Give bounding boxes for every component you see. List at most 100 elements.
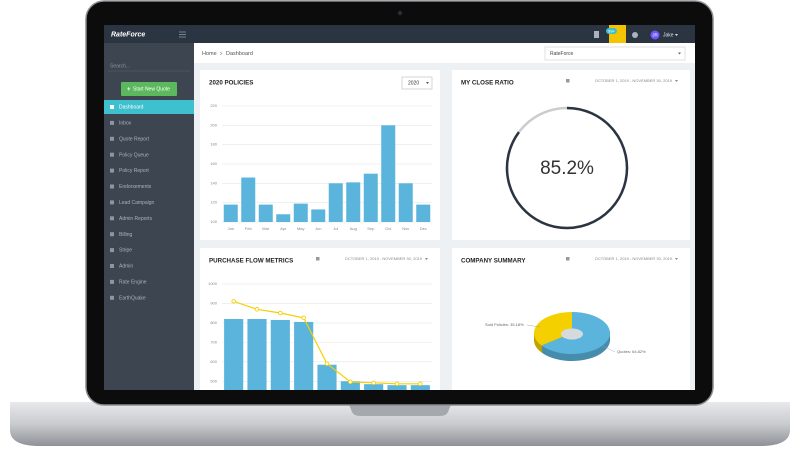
card-title: COMPANY SUMMARY bbox=[461, 258, 526, 265]
search-input[interactable]: Search... bbox=[110, 63, 130, 69]
menu-icon bbox=[110, 120, 114, 125]
bar bbox=[387, 385, 407, 390]
menu-icon bbox=[110, 248, 114, 253]
y-tick-label: 800 bbox=[210, 320, 217, 325]
brand: RateForce bbox=[111, 31, 145, 38]
card-title: MY CLOSE RATIO bbox=[461, 80, 514, 87]
bar bbox=[247, 319, 267, 390]
menu-item[interactable]: EarthQuake bbox=[119, 295, 146, 301]
avatar[interactable] bbox=[650, 30, 660, 40]
breadcrumb-current: Dashboard bbox=[226, 51, 253, 57]
menu-icon bbox=[110, 216, 114, 221]
start-quote-button[interactable] bbox=[121, 82, 177, 96]
line-point bbox=[301, 315, 306, 321]
menu-icon bbox=[110, 232, 114, 237]
bar bbox=[293, 203, 308, 222]
bar bbox=[363, 173, 378, 222]
date-range: OCTOBER 1, 2019 - NOVEMBER 30, 2019 bbox=[345, 256, 423, 261]
card bbox=[452, 70, 690, 240]
menu-toggle[interactable] bbox=[179, 31, 186, 38]
menu-item[interactable]: Billing bbox=[119, 232, 133, 238]
agency-select[interactable] bbox=[544, 46, 686, 61]
menu-icon bbox=[110, 136, 114, 141]
year-caret bbox=[426, 82, 429, 84]
date-caret bbox=[425, 258, 428, 260]
badge-bg bbox=[606, 28, 617, 34]
line-point bbox=[231, 299, 236, 304]
x-tick-label: Oct bbox=[385, 226, 392, 231]
bar bbox=[224, 319, 244, 390]
y-tick-label: 1000 bbox=[208, 281, 218, 286]
menu-item[interactable]: Policy Queue bbox=[119, 152, 149, 158]
calendar-icon bbox=[316, 257, 320, 261]
line-point bbox=[278, 310, 283, 316]
pie-leader bbox=[526, 324, 541, 328]
x-tick-label: Jan bbox=[228, 226, 234, 231]
user-caret bbox=[675, 34, 678, 36]
x-tick-label: Nov bbox=[402, 226, 409, 231]
menu-item[interactable]: Admin bbox=[119, 264, 133, 270]
pie-leader bbox=[602, 345, 616, 353]
bar bbox=[223, 204, 238, 222]
camera bbox=[397, 10, 403, 16]
agency-select-label: RateForce bbox=[550, 51, 574, 57]
y-tick-label: 160 bbox=[210, 161, 217, 166]
y-tick-label: 200 bbox=[210, 122, 217, 127]
menu-icon bbox=[110, 184, 114, 189]
menu-icon bbox=[110, 279, 114, 284]
bar bbox=[317, 364, 337, 390]
line-point bbox=[254, 307, 260, 312]
avatar-initials: JR bbox=[652, 32, 658, 37]
ring-value: 85.2% bbox=[540, 158, 594, 179]
help-icon[interactable] bbox=[632, 32, 638, 38]
card-title: 2020 POLICIES bbox=[209, 80, 253, 87]
line-point bbox=[371, 380, 376, 386]
menu-item[interactable]: Inbox bbox=[119, 121, 132, 127]
menu-item[interactable]: Stripe bbox=[119, 248, 132, 254]
bar bbox=[276, 214, 291, 222]
line-point bbox=[418, 381, 423, 387]
bar bbox=[398, 183, 413, 222]
x-tick-label: Sep bbox=[367, 226, 375, 231]
menu-active-bg bbox=[104, 100, 194, 114]
bar bbox=[328, 183, 343, 222]
menu-item[interactable]: Policy Report bbox=[119, 168, 149, 174]
bar bbox=[258, 204, 273, 222]
menu-icon bbox=[110, 295, 114, 300]
bar bbox=[416, 204, 431, 222]
x-tick-label: Feb bbox=[245, 226, 253, 231]
x-tick-label: May bbox=[297, 226, 305, 231]
agency-caret bbox=[678, 52, 681, 55]
bar bbox=[241, 177, 256, 222]
pie-hole bbox=[561, 328, 583, 340]
date-range: OCTOBER 1, 2019 - NOVEMBER 30, 2019 bbox=[595, 78, 673, 83]
start-quote-label: Start New Quote bbox=[133, 87, 170, 93]
menu-icon bbox=[110, 200, 114, 205]
menu-item[interactable]: Rate Engine bbox=[119, 280, 147, 286]
user-name[interactable]: Jake bbox=[663, 32, 674, 38]
breadcrumb-chevron bbox=[219, 51, 223, 56]
x-tick-label: Dec bbox=[420, 226, 427, 231]
menu-icon bbox=[110, 168, 114, 173]
date-caret bbox=[675, 258, 678, 260]
x-tick-label: Aug bbox=[350, 226, 357, 231]
bar bbox=[364, 384, 384, 390]
menu-item[interactable]: Dashboard bbox=[119, 105, 144, 111]
bar bbox=[311, 209, 326, 222]
breadcrumb-home[interactable]: Home bbox=[202, 51, 217, 57]
calendar-icon bbox=[566, 79, 570, 83]
menu-item[interactable]: Endorsements bbox=[119, 184, 152, 190]
x-tick-label: Apr bbox=[280, 226, 287, 231]
y-tick-label: 180 bbox=[210, 142, 217, 147]
top-bar bbox=[104, 25, 695, 43]
y-tick-label: 700 bbox=[210, 339, 217, 344]
menu-item[interactable]: Admin Reports bbox=[119, 216, 153, 222]
menu-item[interactable]: Lead Campaign bbox=[119, 200, 155, 206]
y-tick-label: 220 bbox=[210, 103, 217, 108]
menu-item[interactable]: Quote Report bbox=[119, 136, 150, 142]
book-icon[interactable] bbox=[594, 31, 599, 38]
card-title: PURCHASE FLOW METRICS bbox=[209, 258, 293, 265]
laptop-base bbox=[10, 402, 790, 446]
year-select[interactable] bbox=[401, 76, 433, 90]
